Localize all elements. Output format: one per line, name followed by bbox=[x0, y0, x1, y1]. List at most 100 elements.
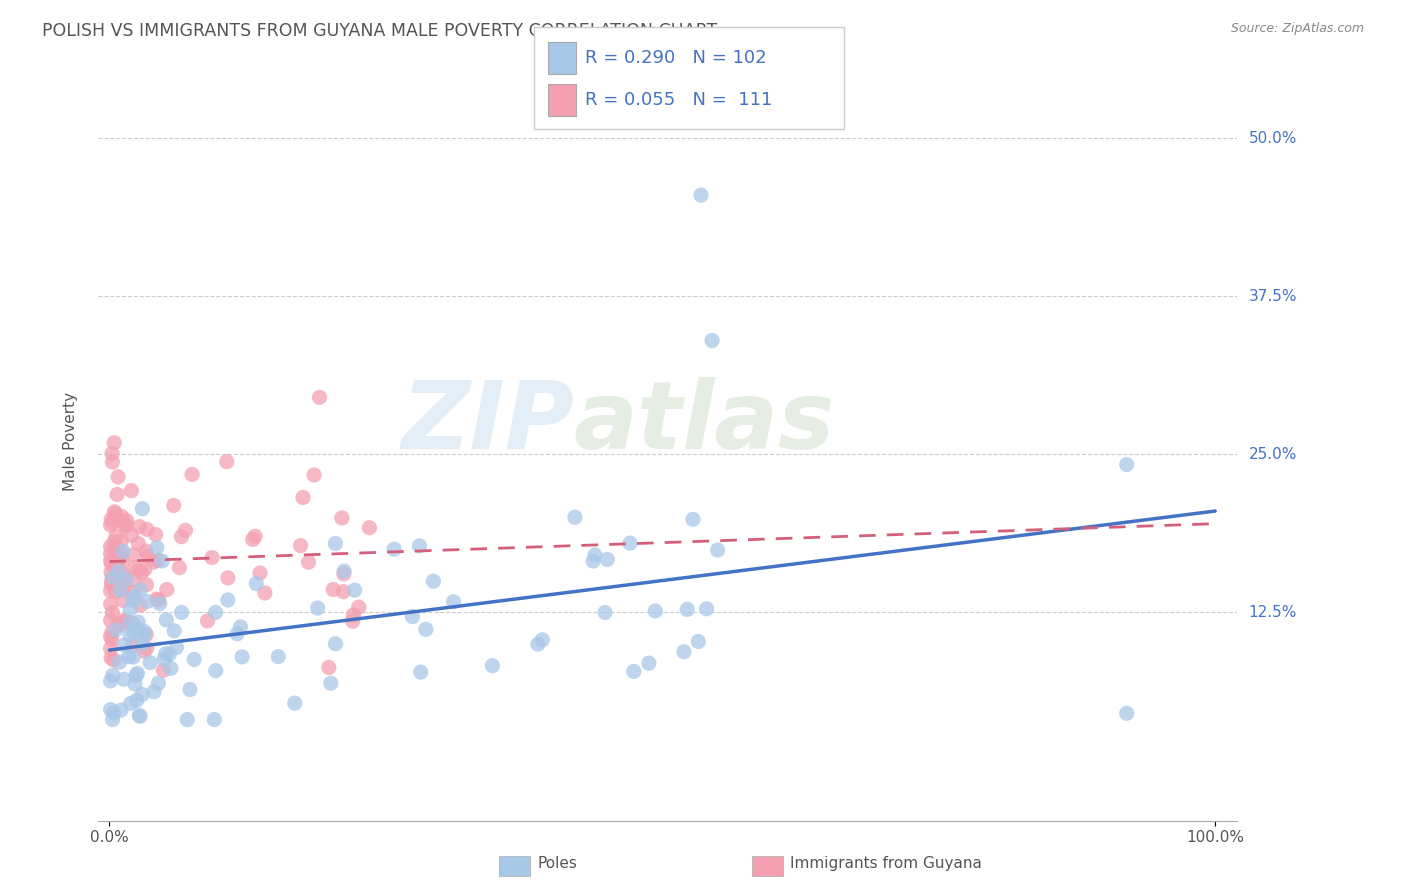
Text: Immigrants from Guyana: Immigrants from Guyana bbox=[790, 856, 981, 871]
Point bbox=[122, 624, 145, 639]
Point bbox=[127, 536, 149, 550]
Point bbox=[135, 577, 157, 591]
Point bbox=[100, 597, 122, 611]
Point bbox=[100, 566, 122, 580]
Point bbox=[127, 615, 149, 629]
Point bbox=[105, 555, 128, 569]
Point bbox=[111, 593, 134, 607]
Point bbox=[110, 534, 132, 549]
Point bbox=[160, 661, 183, 675]
Point bbox=[401, 609, 423, 624]
Point bbox=[153, 652, 176, 666]
Point bbox=[157, 648, 180, 662]
Point bbox=[101, 713, 124, 727]
Point bbox=[253, 586, 276, 600]
Point bbox=[443, 595, 465, 609]
Point bbox=[129, 582, 152, 597]
Point bbox=[103, 534, 125, 549]
Point bbox=[105, 548, 128, 562]
Point bbox=[145, 592, 167, 607]
Point bbox=[105, 574, 128, 588]
Point bbox=[108, 513, 131, 527]
Point bbox=[100, 574, 122, 588]
Point bbox=[215, 455, 238, 469]
Point bbox=[121, 639, 143, 653]
Text: ZIP: ZIP bbox=[401, 376, 574, 468]
Point bbox=[134, 624, 156, 639]
Point bbox=[100, 584, 122, 599]
Text: POLISH VS IMMIGRANTS FROM GUYANA MALE POVERTY CORRELATION CHART: POLISH VS IMMIGRANTS FROM GUYANA MALE PO… bbox=[42, 22, 717, 40]
Point bbox=[103, 505, 125, 519]
Point bbox=[100, 558, 122, 572]
Point bbox=[319, 676, 342, 690]
Point bbox=[142, 555, 165, 569]
Point bbox=[231, 649, 253, 664]
Text: R = 0.290   N = 102: R = 0.290 N = 102 bbox=[585, 49, 766, 67]
Point bbox=[583, 548, 606, 562]
Point bbox=[169, 560, 191, 574]
Point bbox=[122, 650, 145, 665]
Point bbox=[128, 563, 150, 577]
Point bbox=[125, 621, 148, 635]
Point bbox=[359, 521, 381, 535]
Point bbox=[242, 533, 264, 547]
Point bbox=[688, 634, 710, 648]
Point bbox=[382, 542, 405, 557]
Point bbox=[132, 628, 155, 642]
Point bbox=[619, 536, 641, 550]
Point bbox=[226, 627, 249, 641]
Point bbox=[131, 688, 153, 702]
Point bbox=[120, 602, 142, 616]
Point bbox=[105, 558, 128, 572]
Point bbox=[150, 554, 173, 568]
Point bbox=[118, 628, 141, 642]
Point bbox=[564, 510, 586, 524]
Point bbox=[531, 632, 554, 647]
Point bbox=[245, 576, 267, 591]
Point bbox=[146, 553, 169, 567]
Point bbox=[100, 641, 122, 656]
Point bbox=[593, 606, 616, 620]
Point bbox=[112, 673, 135, 687]
Point bbox=[333, 566, 356, 581]
Point bbox=[122, 590, 145, 604]
Point bbox=[131, 637, 153, 651]
Point bbox=[596, 552, 619, 566]
Point bbox=[100, 673, 122, 688]
Point bbox=[1115, 706, 1137, 721]
Point bbox=[143, 685, 166, 699]
Point bbox=[100, 629, 122, 643]
Point bbox=[322, 582, 344, 597]
Text: 50.0%: 50.0% bbox=[1249, 131, 1296, 145]
Point bbox=[120, 528, 142, 542]
Point bbox=[149, 597, 172, 611]
Point bbox=[107, 565, 129, 579]
Point bbox=[217, 571, 239, 585]
Point bbox=[124, 560, 146, 574]
Point bbox=[115, 518, 138, 533]
Point bbox=[204, 664, 226, 678]
Point bbox=[105, 529, 128, 543]
Point bbox=[120, 483, 142, 498]
Point bbox=[163, 624, 186, 638]
Point bbox=[122, 585, 145, 599]
Point bbox=[121, 616, 143, 631]
Point bbox=[100, 547, 122, 561]
Text: Source: ZipAtlas.com: Source: ZipAtlas.com bbox=[1230, 22, 1364, 36]
Point bbox=[481, 658, 503, 673]
Point bbox=[104, 507, 127, 521]
Point bbox=[284, 696, 307, 710]
Point bbox=[112, 579, 135, 593]
Point bbox=[307, 601, 329, 615]
Point bbox=[139, 656, 162, 670]
Point bbox=[111, 555, 134, 569]
Point bbox=[342, 608, 364, 623]
Point bbox=[170, 530, 193, 544]
Point bbox=[114, 569, 136, 583]
Point bbox=[100, 577, 122, 591]
Point bbox=[148, 676, 170, 690]
Point bbox=[332, 584, 354, 599]
Point bbox=[101, 632, 124, 647]
Point bbox=[527, 637, 550, 651]
Point bbox=[155, 647, 177, 661]
